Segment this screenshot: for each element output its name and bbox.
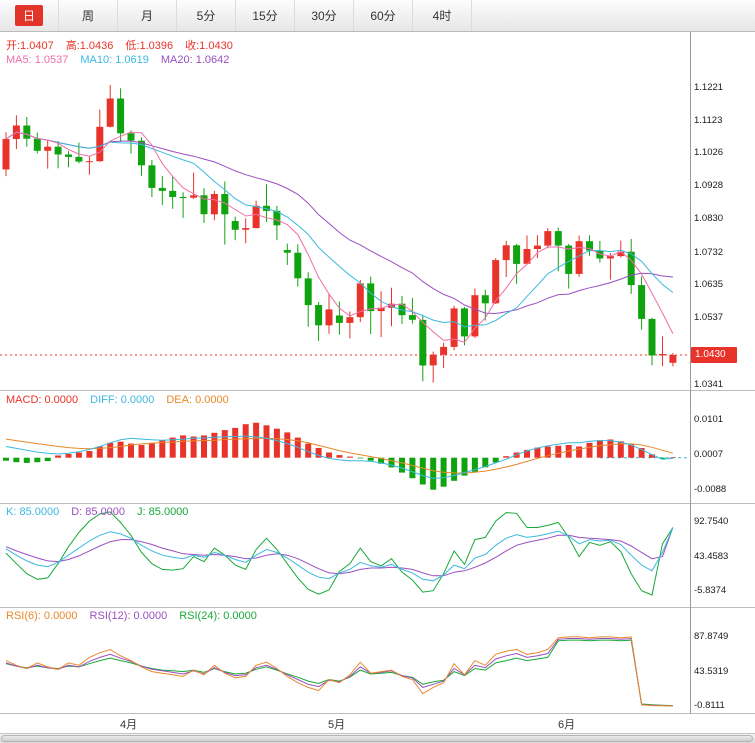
axis-tick-label: 1.1123 <box>694 114 723 126</box>
axis-tick-label: 1.0537 <box>694 312 724 324</box>
ma-legend: MA5: 1.0537 MA10: 1.0619 MA20: 1.0642 <box>6 54 241 66</box>
axis-tick-label: 43.5319 <box>694 665 729 677</box>
rsi24-value: RSI(24): 0.0000 <box>179 610 257 622</box>
j-value: J: 85.0000 <box>137 506 189 518</box>
axis-tick-label: 0.0007 <box>694 448 724 460</box>
price-axis: 1.1221 1.1123 1.1026 1.0928 1.0830 1.0732 1.06… <box>692 0 754 743</box>
tab-day-label: 日 <box>14 5 43 26</box>
axis-tick-label: -0.0088 <box>694 483 727 495</box>
ma5-value: MA5: 1.0537 <box>6 54 69 66</box>
axis-tick-label: 92.7540 <box>694 515 729 527</box>
tab-60min[interactable]: 60分 <box>354 0 413 31</box>
tab-30min-label: 30分 <box>311 9 337 23</box>
axis-tick-label: 87.8749 <box>694 630 729 642</box>
rsi12-value: RSI(12): 0.0000 <box>89 610 168 622</box>
axis-tick-label: 1.0830 <box>694 213 724 225</box>
tab-week[interactable]: 周 <box>59 0 118 31</box>
axis-tick-label: 1.1221 <box>694 81 724 93</box>
ma20-value: MA20: 1.0642 <box>160 54 230 66</box>
k-value: K: 85.0000 <box>6 506 60 518</box>
high-value: 高:1.0436 <box>65 40 114 52</box>
tab-15min[interactable]: 15分 <box>236 0 295 31</box>
macd-value: MACD: 0.0000 <box>6 394 79 406</box>
last-price-badge: 1.0430 <box>691 347 737 363</box>
month-label: 5月 <box>328 719 346 731</box>
axis-tick-label: 1.0341 <box>694 378 724 390</box>
tab-month[interactable]: 月 <box>118 0 177 31</box>
axis-tick-label: 0.0101 <box>694 413 724 425</box>
ma10-value: MA10: 1.0619 <box>80 54 149 66</box>
d-value: D: 85.0000 <box>71 506 126 518</box>
month-label: 6月 <box>558 719 576 731</box>
tab-5min-label: 5分 <box>196 9 216 23</box>
axis-tick-label: 43.4583 <box>694 550 729 562</box>
axis-tick-label: -5.8374 <box>694 585 727 597</box>
axis-tick-label: 1.0928 <box>694 180 724 192</box>
close-value: 收:1.0430 <box>185 40 233 52</box>
month-label: 4月 <box>120 719 138 731</box>
dea-value: DEA: 0.0000 <box>166 394 229 406</box>
axis-tick-label: 1.1026 <box>694 147 724 159</box>
rsi6-value: RSI(6): 0.0000 <box>6 610 78 622</box>
ohlc-legend: 开:1.0407 高:1.0436 低:1.0396 收:1.0430 <box>6 37 245 53</box>
macd-legend: MACD: 0.0000 DIFF: 0.0000 DEA: 0.0000 <box>6 394 241 406</box>
diff-value: DIFF: 0.0000 <box>90 394 155 406</box>
low-value: 低:1.0396 <box>125 40 174 52</box>
rsi-legend: RSI(6): 0.0000 RSI(12): 0.0000 RSI(24): 0.… <box>6 610 269 622</box>
axis-tick-label: 1.0635 <box>694 279 724 291</box>
tab-4hour[interactable]: 4时 <box>413 0 472 31</box>
tab-4hour-label: 4时 <box>432 9 452 23</box>
tab-day[interactable]: 日 <box>0 0 59 31</box>
time-axis: 4月 5月 6月 <box>0 716 755 732</box>
tab-month-label: 月 <box>140 9 153 23</box>
scrollbar-thumb[interactable] <box>1 735 753 742</box>
horizontal-scrollbar[interactable] <box>0 733 755 743</box>
tab-60min-label: 60分 <box>370 9 396 23</box>
tab-15min-label: 15分 <box>252 9 278 23</box>
tab-5min[interactable]: 5分 <box>177 0 236 31</box>
kdj-legend: K: 85.0000 D: 85.0000 J: 85.0000 <box>6 506 200 518</box>
axis-tick-label: -0.8111 <box>694 700 725 712</box>
timeframe-toolbar: 日 周 月 5分 15分 30分 60分 4时 <box>0 0 755 32</box>
open-value: 开:1.0407 <box>6 40 54 52</box>
tab-30min[interactable]: 30分 <box>295 0 354 31</box>
tab-week-label: 周 <box>81 9 94 23</box>
axis-tick-label: 1.0732 <box>694 246 724 258</box>
